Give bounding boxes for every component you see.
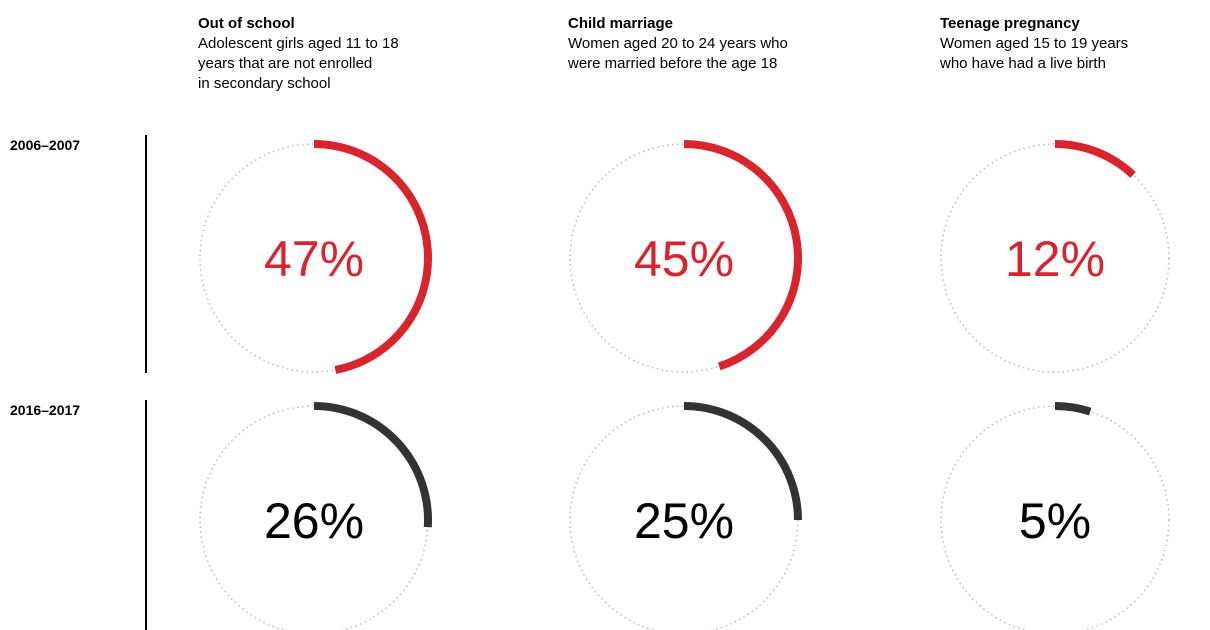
value-arc-out-of-school-2006-2007: [313, 140, 432, 374]
column-header-teenage-pregnancy: Teenage pregnancy Women aged 15 to 19 ye…: [940, 14, 1210, 74]
value-arc-teenage-pregnancy-2016-2017: [1054, 402, 1092, 416]
column-title: Child marriage: [568, 15, 674, 32]
column-title: Out of school: [198, 15, 295, 32]
value-arc-out-of-school-2016-2017: [313, 402, 432, 528]
value-label-out-of-school-2006-2007: 47%: [264, 231, 364, 287]
row-divider: [145, 135, 147, 373]
value-arc-child-marriage-2016-2017: [683, 402, 802, 521]
value-label-child-marriage-2006-2007: 45%: [634, 231, 734, 287]
value-arc-child-marriage-2006-2007: [683, 140, 802, 371]
track-ring-teenage-pregnancy-2006-2007: [940, 143, 1170, 373]
value-label-out-of-school-2016-2017: 26%: [264, 493, 364, 549]
value-label-teenage-pregnancy-2006-2007: 12%: [1005, 231, 1105, 287]
value-label-child-marriage-2016-2017: 25%: [634, 493, 734, 549]
column-description: Women aged 20 to 24 years who were marri…: [568, 35, 788, 72]
column-title: Teenage pregnancy: [940, 15, 1080, 32]
row-divider: [145, 400, 147, 630]
column-description: Adolescent girls aged 11 to 18 years tha…: [198, 35, 399, 92]
column-description: Women aged 15 to 19 years who have had a…: [940, 35, 1129, 72]
value-arc-teenage-pregnancy-2006-2007: [1054, 140, 1136, 178]
column-header-child-marriage: Child marriage Women aged 20 to 24 years…: [568, 14, 898, 74]
value-label-teenage-pregnancy-2016-2017: 5%: [1019, 493, 1091, 549]
row-label-2006-2007: 2006–2007: [10, 137, 81, 153]
column-header-out-of-school: Out of school Adolescent girls aged 11 t…: [198, 14, 528, 94]
track-ring-teenage-pregnancy-2016-2017: [940, 405, 1170, 630]
row-label-2016-2017: 2016–2017: [10, 402, 81, 418]
